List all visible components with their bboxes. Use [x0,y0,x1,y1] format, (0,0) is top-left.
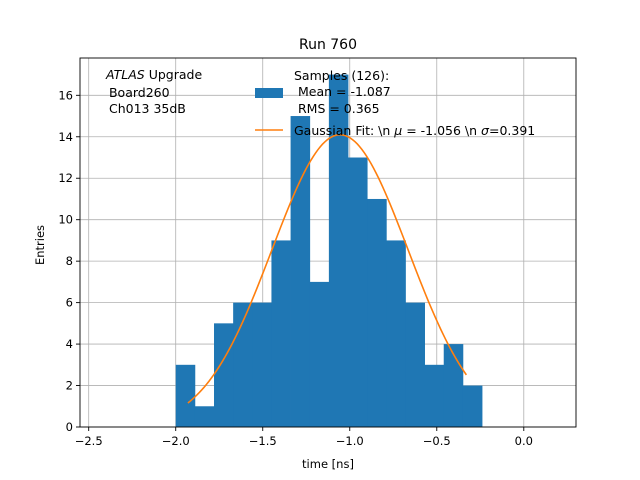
histogram-bar [214,323,234,427]
annotation-upgrade: Upgrade [145,67,203,82]
legend-histogram-line-3: RMS = 0.365 [294,101,380,116]
y-tick-label: 8 [66,254,73,268]
histogram-bar [386,240,406,427]
histogram-bar [462,385,483,427]
y-tick-label: 10 [58,213,73,227]
histogram-bar [348,157,368,427]
histogram-bar [367,198,387,427]
legend-histogram-swatch [255,88,283,98]
y-tick-label: 12 [58,171,73,185]
y-tick-label: 6 [66,296,73,310]
histogram-bar [424,364,445,427]
annotation-atlas: ATLAS [105,67,145,82]
annotation-board: Board260 [105,85,170,100]
legend-fit-prefix: Gaussian Fit: \n [294,123,394,138]
histogram-bar [290,116,311,427]
histogram-bar [443,344,464,427]
atlas-annotation: ATLAS Upgrade Board260 Ch013 35dB [105,67,202,116]
histogram-bar [175,364,196,427]
histogram-bar [405,302,425,427]
chart-title: Run 760 [299,37,357,53]
legend-fit-mu: μ [393,123,402,138]
x-tick-label: −1.5 [249,434,277,448]
x-tick-label: −1.0 [336,434,364,448]
annotation-channel: Ch013 35dB [105,101,186,116]
y-axis-label: Entries [33,225,47,265]
legend-histogram-line-1: Samples (126): [294,68,389,83]
y-tick-label: 16 [58,88,73,102]
annotation-line-1: ATLAS Upgrade [105,67,202,82]
y-tick-label: 2 [66,379,73,393]
legend-histogram-line-2: Mean = -1.087 [294,84,391,99]
legend: Samples (126): Mean = -1.087 RMS = 0.365… [255,68,535,138]
x-tick-label: −2.5 [75,434,103,448]
legend-fit-suffix: =0.391 [489,123,535,138]
legend-fit-sigma: σ [481,123,490,138]
histogram-bar [271,240,291,427]
x-tick-label: 0.0 [515,434,533,448]
x-axis-label: time [ns] [302,457,354,471]
x-tick-label: −0.5 [423,434,451,448]
legend-fit-mid: = -1.056 \n [402,123,481,138]
histogram-bar [194,406,215,427]
histogram-bar [252,302,272,427]
y-tick-label: 14 [58,130,73,144]
y-axis-ticks: 0 2 4 6 8 10 12 14 16 [58,88,80,434]
histogram-bar [309,281,330,427]
x-tick-label: −2.0 [162,434,190,448]
y-tick-label: 0 [66,420,73,434]
histogram-bars [175,74,483,428]
x-axis-ticks: −2.5 −2.0 −1.5 −1.0 −0.5 0.0 [75,427,533,448]
gaussian-fit-curve [187,133,468,404]
plot-area: −2.5 −2.0 −1.5 −1.0 −0.5 0.0 0 2 4 6 8 10 12 14 16 [58,57,577,448]
legend-fit-label: Gaussian Fit: \n μ = -1.056 \n σ=0.391 [294,123,535,138]
histogram-bar [328,74,349,428]
axes-frame [79,57,577,428]
y-tick-label: 4 [66,337,73,351]
